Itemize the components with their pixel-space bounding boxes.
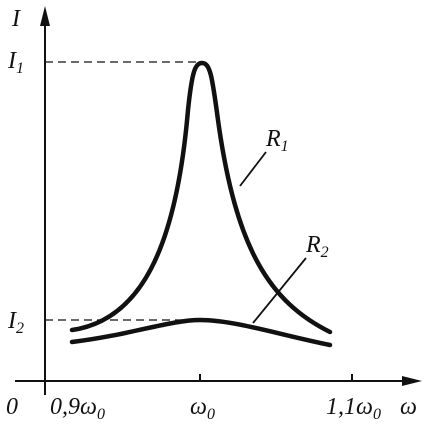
y-arrow — [40, 6, 50, 26]
curve-r1 — [69, 60, 333, 335]
curve-label-base: R — [305, 232, 321, 258]
origin-label: 0 — [6, 394, 18, 420]
x-label: ω — [400, 394, 417, 420]
x-mark: ω0 — [190, 394, 215, 423]
y-mark: I1 — [7, 48, 24, 77]
curve-label-base: R — [265, 126, 281, 152]
r1-leader — [239, 151, 267, 187]
y-mark-sub: 1 — [16, 60, 24, 77]
y-mark-base: I — [7, 308, 17, 334]
curve-label-sub: 1 — [281, 138, 289, 155]
x-mark-base: ω — [190, 394, 207, 420]
y-mark: I2 — [7, 308, 24, 337]
x-mark: 1,1ω0 — [326, 394, 381, 423]
y-label: I — [11, 6, 21, 32]
y-mark-base: I — [7, 48, 17, 74]
x-arrow — [402, 376, 422, 386]
x-mark-base: 0,9ω — [50, 394, 97, 420]
x-mark-base: 1,1ω — [326, 394, 373, 420]
x-mark-sub: 0 — [97, 406, 105, 423]
x-mark: 0,9ω0 — [50, 394, 105, 423]
curve-r2 — [69, 317, 333, 348]
curve-label: R1 — [265, 126, 289, 155]
x-mark-sub: 0 — [373, 406, 381, 423]
curve-label-sub: 2 — [321, 244, 329, 261]
y-mark-sub: 2 — [16, 320, 24, 337]
r2-leader — [252, 257, 307, 324]
curve-label: R2 — [305, 232, 329, 261]
x-mark-sub: 0 — [207, 406, 215, 423]
